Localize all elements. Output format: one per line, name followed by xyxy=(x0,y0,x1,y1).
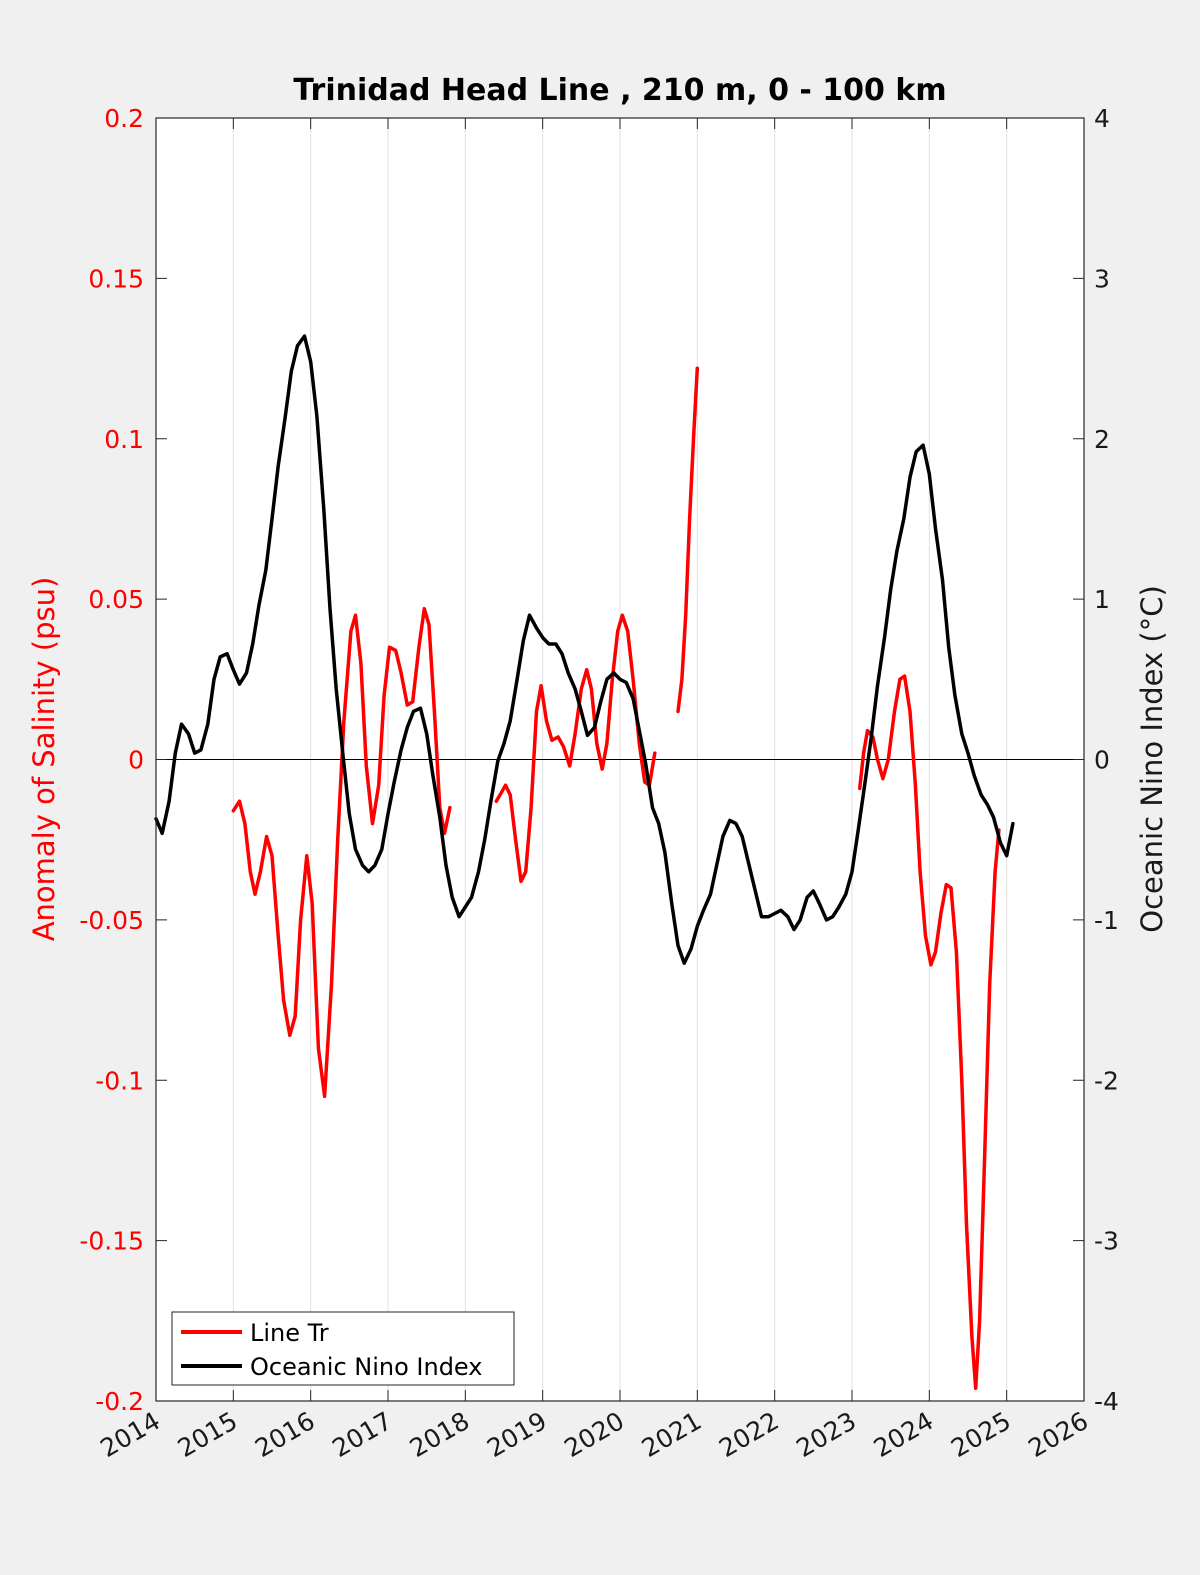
y-right-tick-label: 2 xyxy=(1094,425,1110,454)
y-right-tick-label: 4 xyxy=(1094,104,1110,133)
y-left-tick-label: 0.05 xyxy=(88,585,144,614)
y-right-tick-label: 3 xyxy=(1094,264,1110,293)
y-right-tick-label: -1 xyxy=(1094,906,1119,935)
y-left-tick-label: 0 xyxy=(128,746,144,775)
salinity-series-line-2 xyxy=(676,366,700,714)
salinity-series-line-1 xyxy=(494,613,657,884)
y-left-tick-label: 0.15 xyxy=(88,264,144,293)
y-right-tick-label: 0 xyxy=(1094,746,1110,775)
legend-box xyxy=(171,1311,515,1386)
y-left-tick-label: -0.1 xyxy=(95,1066,144,1095)
y-left-tick-label: -0.2 xyxy=(95,1387,144,1416)
salinity-series-line-0 xyxy=(231,606,452,1099)
ticks: 2014 2015 2016 2017 2018 2019 2020 2021 2022 2023… xyxy=(79,104,1119,1463)
y-axis-left-label: Anomaly of Salinity (psu) xyxy=(27,577,61,942)
y-right-tick-label: -3 xyxy=(1094,1227,1119,1256)
y-left-tick-label: 0.2 xyxy=(104,104,144,133)
y-right-tick-label: -4 xyxy=(1094,1387,1119,1416)
y-right-tick-label: -2 xyxy=(1094,1066,1119,1095)
chart-title: Trinidad Head Line , 210 m, 0 - 100 km xyxy=(293,73,946,108)
y-left-tick-label: 0.1 xyxy=(104,425,144,454)
legend-label-line-tr: Line Tr xyxy=(250,1319,329,1347)
y-axis-right-label: Oceanic Nino Index (°C) xyxy=(1135,585,1169,933)
y-left-tick-label: -0.05 xyxy=(79,906,144,935)
oni-series-line-0 xyxy=(154,334,1015,965)
legend: Line Tr Oceanic Nino Index xyxy=(171,1311,515,1386)
y-left-tick-label: -0.15 xyxy=(79,1227,144,1256)
salinity-series-line-3 xyxy=(857,674,1001,1390)
y-right-tick-label: 1 xyxy=(1094,585,1110,614)
series-layer xyxy=(154,334,1015,1390)
legend-label-oni: Oceanic Nino Index xyxy=(250,1353,482,1381)
